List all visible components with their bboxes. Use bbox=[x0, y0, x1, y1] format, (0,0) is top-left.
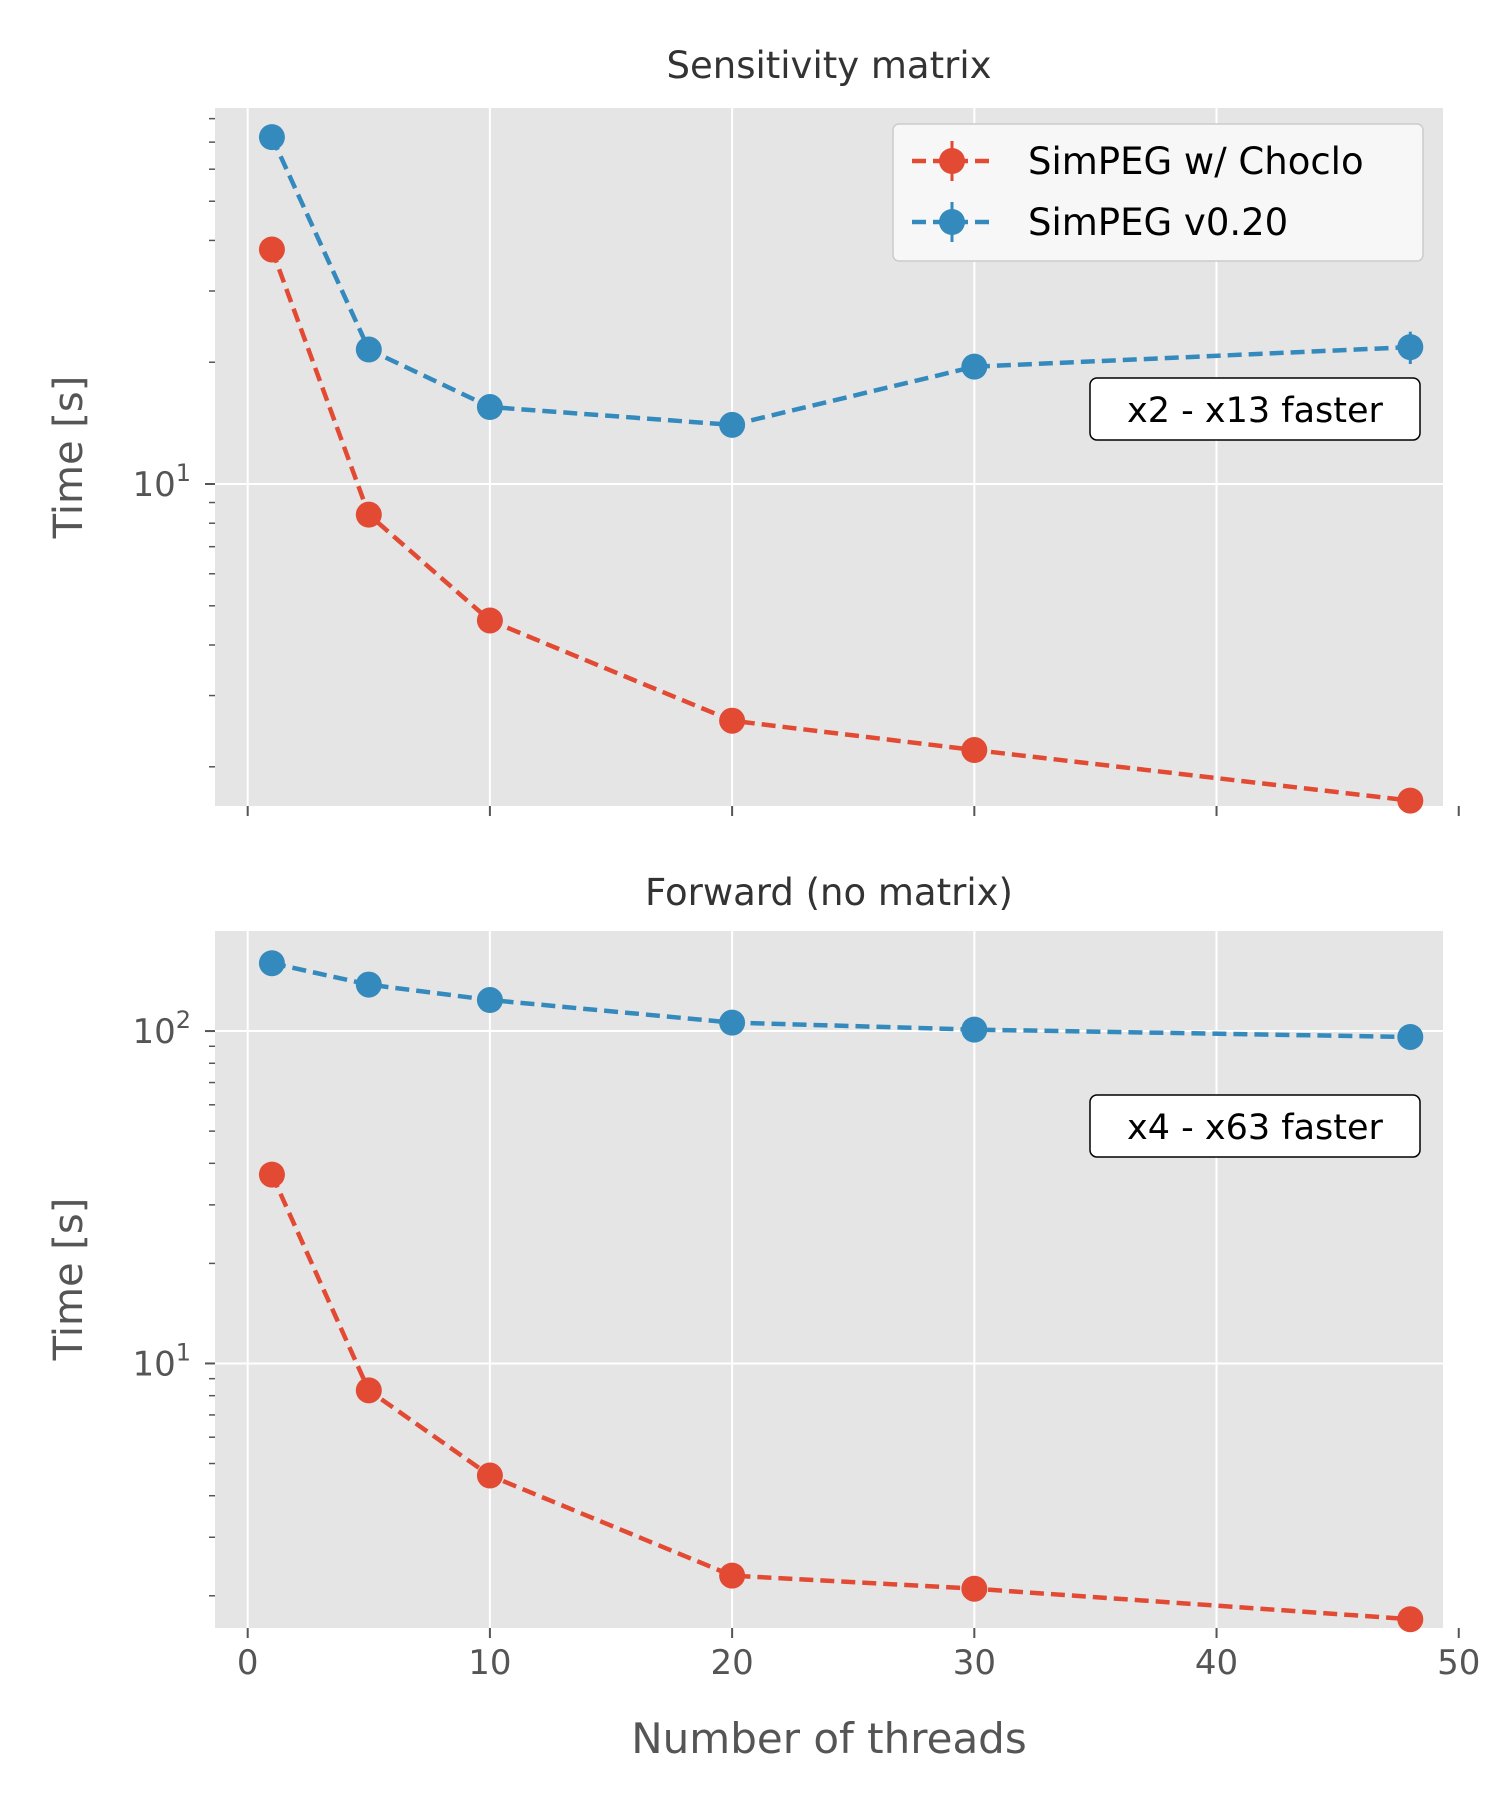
annotation-box bbox=[1089, 1094, 1421, 1158]
data-point bbox=[961, 737, 988, 764]
x-axis-label: Number of threads bbox=[631, 1714, 1026, 1763]
data-point bbox=[1397, 1023, 1424, 1050]
data-point bbox=[258, 950, 285, 977]
data-point bbox=[355, 971, 382, 998]
forward-no-matrix-panel: 0 10 20 30 40 50 101 102 Forward (no matrix) Ti… bbox=[46, 871, 1480, 1763]
data-point bbox=[476, 1462, 503, 1489]
legend: SimPEG w/ Choclo SimPEG v0.20 bbox=[892, 123, 1424, 262]
data-point bbox=[961, 1016, 988, 1043]
y-tick-label: 101 bbox=[132, 459, 191, 505]
data-point bbox=[355, 336, 382, 363]
legend-label-v020: SimPEG v0.20 bbox=[1028, 201, 1288, 244]
legend-entry-simpeg-v020: SimPEG v0.20 bbox=[912, 201, 1288, 244]
legend-marker-v020 bbox=[939, 209, 965, 235]
legend-marker-choclo bbox=[939, 148, 965, 174]
legend-box bbox=[892, 123, 1424, 262]
data-point bbox=[258, 236, 285, 263]
x-tick-label: 10 bbox=[468, 1643, 511, 1683]
chart-title: Forward (no matrix) bbox=[645, 871, 1013, 914]
data-series bbox=[258, 124, 1424, 814]
data-point bbox=[1397, 1606, 1424, 1633]
data-point bbox=[719, 1562, 746, 1589]
speedup-annotation: x2 - x13 faster bbox=[1089, 377, 1421, 441]
axis-ticks: 101 bbox=[132, 117, 1460, 816]
legend-label-choclo: SimPEG w/ Choclo bbox=[1028, 140, 1364, 183]
data-point bbox=[258, 124, 285, 151]
data-point bbox=[719, 411, 746, 438]
data-series bbox=[258, 950, 1424, 1633]
data-point bbox=[961, 1575, 988, 1602]
data-point bbox=[355, 1377, 382, 1404]
sensitivity-matrix-panel: 101 Sensitivity matrix Time [s] x2 - x13… bbox=[46, 44, 1460, 816]
data-point bbox=[476, 607, 503, 634]
x-tick-label: 0 bbox=[237, 1643, 259, 1683]
data-point bbox=[476, 394, 503, 421]
speedup-annotation: x4 - x63 faster bbox=[1089, 1094, 1421, 1158]
data-point bbox=[961, 353, 988, 380]
series-line bbox=[269, 136, 1411, 428]
y-tick-label: 102 bbox=[132, 1006, 191, 1052]
data-point bbox=[719, 707, 746, 734]
x-tick-label: 30 bbox=[953, 1643, 996, 1683]
series-line bbox=[269, 1173, 1411, 1622]
data-point bbox=[355, 501, 382, 528]
data-point bbox=[1397, 334, 1424, 361]
legend-entry-simpeg-choclo: SimPEG w/ Choclo bbox=[912, 140, 1364, 183]
x-tick-label: 20 bbox=[710, 1643, 753, 1683]
y-axis-label: Time [s] bbox=[46, 376, 92, 540]
x-tick-label: 40 bbox=[1195, 1643, 1238, 1683]
chart-title: Sensitivity matrix bbox=[667, 44, 992, 87]
axis-ticks: 0 10 20 30 40 50 101 102 bbox=[132, 1006, 1480, 1683]
annotation-text: x2 - x13 faster bbox=[1127, 391, 1383, 431]
y-tick-label: 101 bbox=[132, 1338, 191, 1384]
data-point bbox=[476, 987, 503, 1014]
plot-area-background bbox=[215, 931, 1443, 1628]
gridlines bbox=[215, 931, 1460, 1628]
data-point bbox=[258, 1161, 285, 1188]
x-tick-label: 50 bbox=[1437, 1643, 1480, 1683]
data-point bbox=[1397, 787, 1424, 814]
data-point bbox=[719, 1009, 746, 1036]
y-axis-label: Time [s] bbox=[46, 1198, 92, 1362]
annotation-text: x4 - x63 faster bbox=[1127, 1108, 1383, 1148]
series-line bbox=[271, 961, 1411, 1040]
series-line bbox=[269, 248, 1411, 803]
annotation-box bbox=[1089, 377, 1421, 441]
